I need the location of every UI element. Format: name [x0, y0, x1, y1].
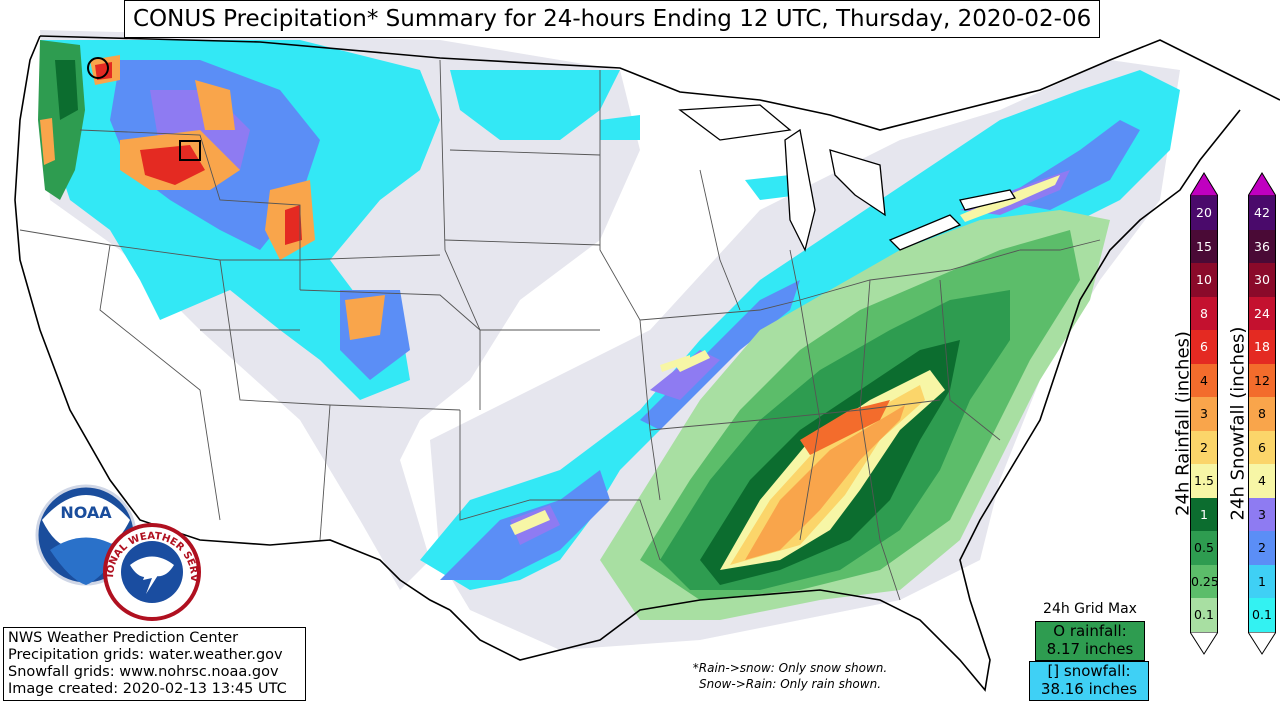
rain-legend-bottom-cap	[1190, 631, 1218, 655]
snow-legend-top-cap	[1248, 172, 1276, 196]
rain-legend-level-1: 1	[1190, 497, 1218, 531]
rain-legend-level-2: 2	[1190, 430, 1218, 464]
rain-legend-top-cap	[1190, 172, 1218, 196]
credits-line-4: Image created: 2020-02-13 13:45 UTC	[8, 681, 287, 697]
snow-legend-level-6: 6	[1248, 430, 1276, 464]
rain-legend-level-0.1: 0.1	[1190, 598, 1218, 632]
state-boundaries	[19, 59, 1101, 601]
snow-legend-level-30: 30	[1248, 263, 1276, 297]
credits-box: NWS Weather Prediction Center Precipitat…	[3, 627, 306, 701]
grid-max-rain-box: O rainfall: 8.17 inches	[1035, 621, 1145, 661]
snow-legend-level-8: 8	[1248, 397, 1276, 431]
country-boundaries	[14, 35, 1280, 692]
snow-legend-level-4: 4	[1248, 464, 1276, 498]
map-title: CONUS Precipitation* Summary for 24-hour…	[124, 0, 1101, 38]
rain-snow-note: *Rain->snow: Only snow shown. Snow->Rain…	[660, 660, 920, 692]
grid-max-snow-box: [] snowfall: 38.16 inches	[1029, 661, 1149, 701]
rain-west-coast	[38, 40, 85, 200]
rain-legend-level-1.5: 1.5	[1190, 464, 1218, 498]
snow-legend-level-36: 36	[1248, 229, 1276, 263]
grid-max-rain-label: O rainfall:	[1053, 622, 1127, 640]
grid-max-snow-label: [] snowfall:	[1047, 662, 1131, 680]
snow-legend-scale: 42 36 30 24 18 12 8 6 4 3 2 1 0.1	[1248, 172, 1276, 658]
rain-max-marker	[87, 57, 109, 79]
note-line-2: Snow->Rain: Only rain shown.	[698, 677, 882, 691]
grid-max-rain-value: 8.17 inches	[1046, 640, 1134, 658]
snow-max-marker	[179, 140, 201, 161]
credits-line-1: NWS Weather Prediction Center	[8, 630, 239, 646]
rain-legend-level-15: 15	[1190, 229, 1218, 263]
grid-max-heading: 24h Grid Max	[1043, 601, 1137, 617]
rain-legend-level-10: 10	[1190, 263, 1218, 297]
rain-legend-level-4: 4	[1190, 363, 1218, 397]
rain-legend-level-20: 20	[1190, 196, 1218, 230]
noaa-logo-text: NOAA	[60, 503, 112, 522]
snow-legend-level-1: 1	[1248, 564, 1276, 598]
rain-legend-level-8: 8	[1190, 296, 1218, 330]
great-lakes	[678, 104, 1017, 252]
snow-legend-level-24: 24	[1248, 296, 1276, 330]
snow-legend-level-0.1: 0.1	[1248, 598, 1276, 632]
rain-legend-level-0.5: 0.5	[1190, 531, 1218, 565]
rain-legend-level-6: 6	[1190, 330, 1218, 364]
snow-legend-level-42: 42	[1248, 196, 1276, 230]
snow-legend-level-18: 18	[1248, 330, 1276, 364]
rain-legend-scale: 20 15 10 8 6 4 3 2 1.5 1 0.5 0.25 0.1	[1190, 172, 1219, 658]
credits-line-3: Snowfall grids: www.nohrsc.noaa.gov	[8, 664, 279, 680]
credits-line-2: Precipitation grids: water.weather.gov	[8, 647, 283, 663]
note-line-1: *Rain->snow: Only snow shown.	[692, 661, 888, 675]
rain-legend-level-0.25: 0.25	[1190, 564, 1219, 598]
snow-legend-bottom-cap	[1248, 631, 1276, 655]
grid-max-snow-value: 38.16 inches	[1040, 680, 1138, 698]
snow-legend-title: 24h Snowfall (inches)	[1227, 326, 1249, 521]
snow-legend-level-12: 12	[1248, 363, 1276, 397]
snow-legend-level-3: 3	[1248, 497, 1276, 531]
rain-legend-level-3: 3	[1190, 397, 1218, 431]
snow-legend-level-2: 2	[1248, 531, 1276, 565]
